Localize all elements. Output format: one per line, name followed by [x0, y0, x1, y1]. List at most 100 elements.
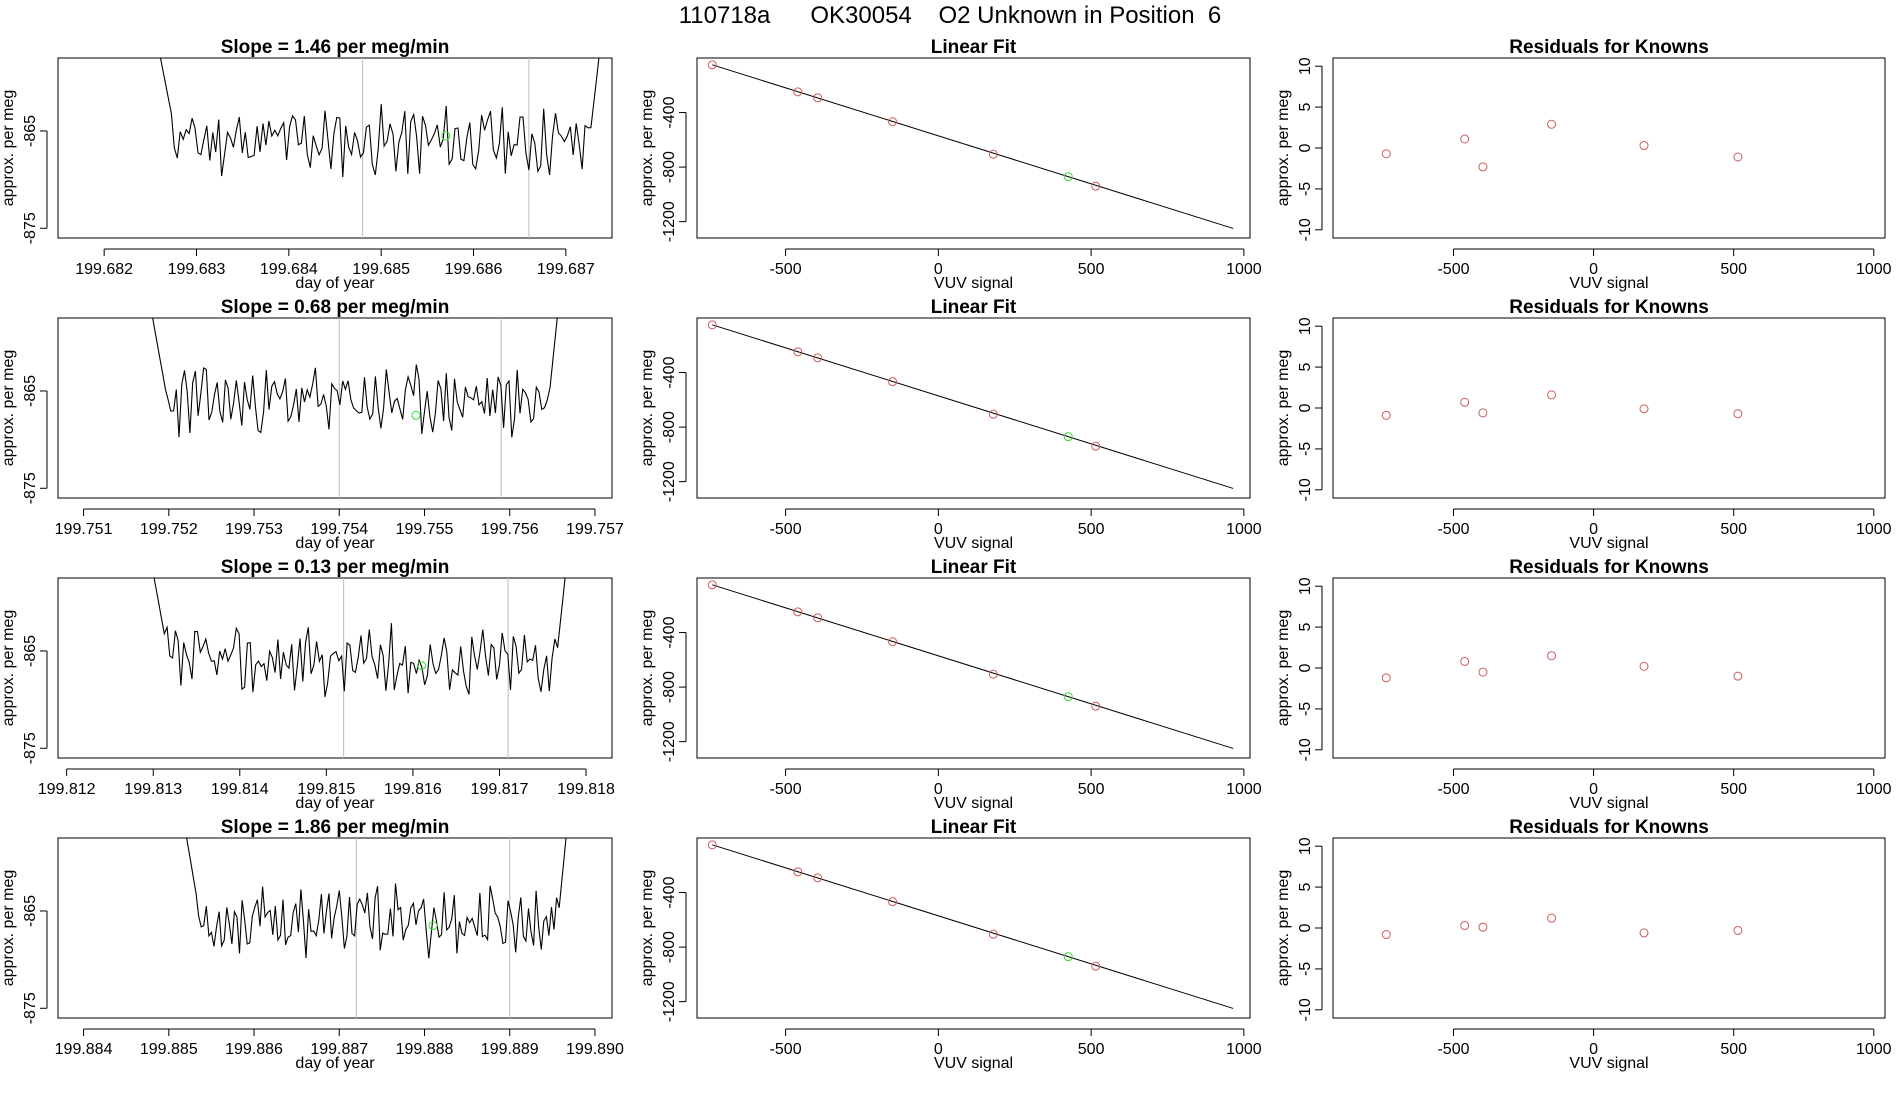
x-tick-label: -500	[1437, 521, 1469, 538]
known-point	[707, 580, 717, 590]
x-tick-label: 199.890	[566, 1041, 624, 1058]
known-point	[1381, 930, 1391, 940]
known-point	[1460, 656, 1470, 666]
panel-title: Slope = 1.86 per meg/min	[221, 817, 450, 838]
panel-title: Slope = 0.13 per meg/min	[221, 557, 450, 578]
y-tick-label: -800	[661, 671, 678, 703]
y-tick-label: -1200	[661, 201, 678, 242]
y-tick-label: 0	[1297, 403, 1314, 412]
x-tick-label: 1000	[1226, 521, 1262, 538]
x-tick-label: 0	[1589, 1041, 1598, 1058]
y-tick-label: -5	[1297, 962, 1314, 976]
y-tick-label: -400	[661, 96, 678, 128]
x-tick-label: 0	[934, 781, 943, 798]
x-tick-label: 0	[934, 521, 943, 538]
known-point	[888, 117, 898, 127]
x-tick-label: 1000	[1226, 1041, 1262, 1058]
x-axis-label: VUV signal	[934, 1055, 1013, 1072]
y-tick-label: -1200	[661, 461, 678, 502]
y-axis-label: approx. per meg	[639, 90, 656, 207]
known-point	[1733, 671, 1743, 681]
x-tick-label: 199.818	[557, 781, 615, 798]
known-point	[1460, 134, 1470, 144]
y-axis-label: approx. per meg	[0, 870, 17, 987]
x-tick-label: 1000	[1226, 781, 1262, 798]
x-tick-label: -500	[770, 261, 802, 278]
x-tick-label: 500	[1078, 261, 1105, 278]
known-point	[1091, 961, 1101, 971]
x-tick-label: 0	[1589, 781, 1598, 798]
known-point	[1091, 441, 1101, 451]
fit-line	[712, 584, 1234, 749]
y-tick-label: -875	[22, 472, 39, 504]
known-point	[888, 377, 898, 387]
y-tick-label: -865	[22, 115, 39, 147]
x-tick-label: -500	[770, 781, 802, 798]
fit-line	[712, 64, 1234, 229]
known-point	[1091, 701, 1101, 711]
x-tick-label: 199.814	[211, 781, 269, 798]
x-tick-label: 0	[1589, 521, 1598, 538]
unknown-point	[1063, 692, 1073, 702]
plot-frame	[696, 317, 1251, 499]
plot-frame	[57, 577, 613, 759]
fit-line	[712, 324, 1234, 489]
unknown-point	[1063, 432, 1073, 442]
y-tick-label: -400	[661, 876, 678, 908]
x-axis-label: VUV signal	[934, 275, 1013, 292]
y-axis-label: approx. per meg	[0, 350, 17, 467]
x-axis-label: day of year	[295, 1055, 375, 1072]
panel-title: Residuals for Knowns	[1509, 817, 1709, 838]
y-axis-label: approx. per meg	[1275, 350, 1292, 467]
known-point	[1733, 152, 1743, 162]
panel-title: Linear Fit	[931, 37, 1017, 58]
y-tick-label: -1200	[661, 981, 678, 1022]
known-point	[813, 873, 823, 883]
known-point	[1478, 162, 1488, 172]
unknown-point	[1063, 952, 1073, 962]
x-tick-label: 1000	[1856, 261, 1892, 278]
known-point	[1639, 141, 1649, 151]
known-point	[1639, 928, 1649, 938]
known-point	[1639, 404, 1649, 414]
known-point	[1547, 390, 1557, 400]
x-axis-label: VUV signal	[934, 535, 1013, 552]
known-point	[1478, 667, 1488, 677]
known-point	[793, 87, 803, 97]
x-axis-label: day of year	[295, 275, 375, 292]
y-tick-label: -10	[1297, 478, 1314, 501]
y-axis-label: approx. per meg	[1275, 870, 1292, 987]
known-point	[1547, 651, 1557, 661]
x-axis-label: day of year	[295, 795, 375, 812]
y-tick-label: -875	[22, 212, 39, 244]
y-tick-label: -875	[22, 732, 39, 764]
y-tick-label: -1200	[661, 721, 678, 762]
y-tick-label: -5	[1297, 182, 1314, 196]
y-tick-label: 5	[1297, 883, 1314, 892]
known-point	[988, 149, 998, 159]
y-tick-label: 0	[1297, 663, 1314, 672]
known-point	[793, 867, 803, 877]
x-tick-label: 199.756	[481, 521, 539, 538]
x-tick-label: 1000	[1856, 521, 1892, 538]
signal-trace	[152, 318, 558, 438]
y-tick-label: -400	[661, 356, 678, 388]
x-tick-label: 0	[1589, 261, 1598, 278]
y-axis-label: approx. per meg	[1275, 90, 1292, 207]
y-tick-label: -5	[1297, 702, 1314, 716]
known-point	[793, 607, 803, 617]
known-point	[988, 669, 998, 679]
known-point	[707, 60, 717, 70]
x-tick-label: 199.751	[55, 521, 113, 538]
known-point	[813, 613, 823, 623]
panel-title: Linear Fit	[931, 297, 1017, 318]
known-point	[707, 320, 717, 330]
x-tick-label: 0	[934, 261, 943, 278]
x-tick-label: 199.817	[471, 781, 529, 798]
signal-trace	[153, 578, 566, 698]
known-point	[988, 929, 998, 939]
y-tick-label: -865	[22, 375, 39, 407]
plot-frame	[57, 317, 613, 499]
x-tick-label: -500	[1437, 261, 1469, 278]
